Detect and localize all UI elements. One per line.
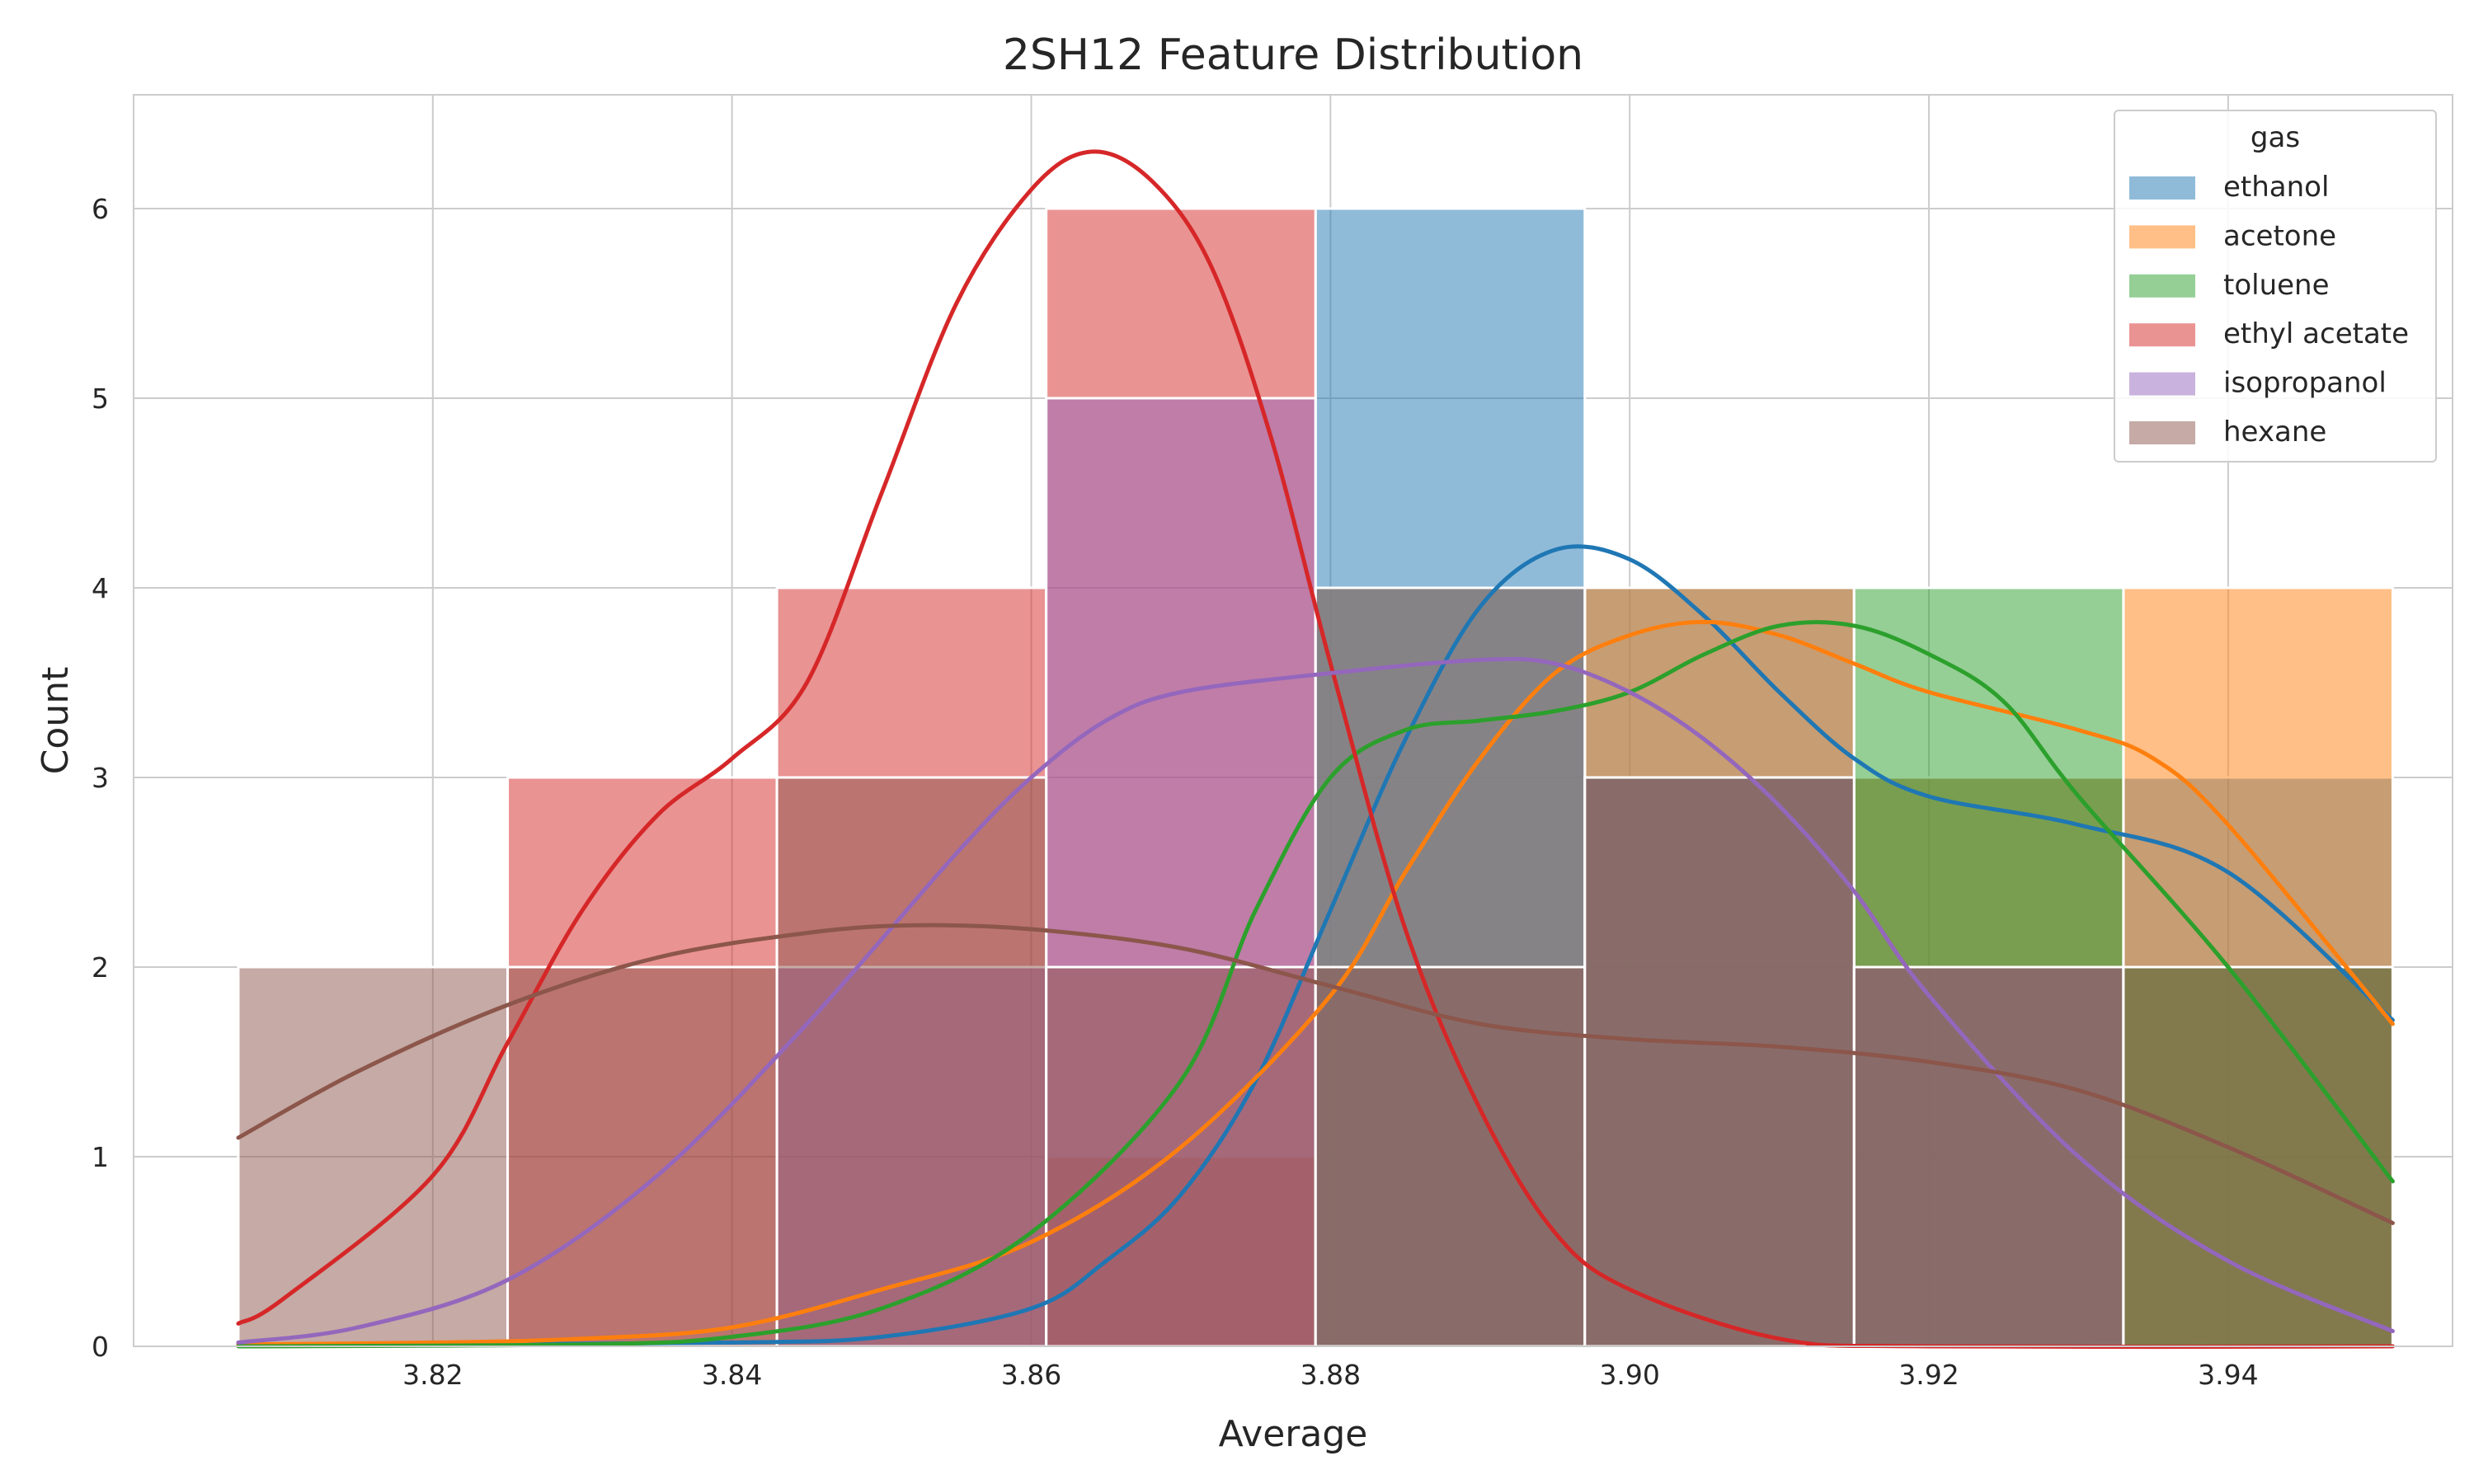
kde-curve-acetone bbox=[236, 619, 2395, 1347]
legend-entry-label: hexane bbox=[2223, 416, 2326, 448]
x-tick-label: 3.94 bbox=[2198, 1359, 2258, 1391]
y-tick-label: 0 bbox=[92, 1331, 109, 1363]
x-tick-label: 3.82 bbox=[402, 1359, 463, 1391]
y-tick-label: 4 bbox=[92, 572, 109, 604]
histogram-bar bbox=[2122, 965, 2394, 1348]
histogram-bar bbox=[1045, 965, 1317, 1348]
kde-curve-isopropanol bbox=[236, 656, 2395, 1345]
y-axis-title: Count bbox=[35, 667, 77, 775]
legend-swatch bbox=[2129, 421, 2195, 444]
legend-swatch bbox=[2129, 372, 2195, 396]
kde-curve-toluene bbox=[236, 620, 2395, 1349]
kde-curve-hexane bbox=[236, 923, 2395, 1225]
legend-entry-label: ethanol bbox=[2223, 171, 2329, 204]
histogram-bar bbox=[775, 776, 1048, 1348]
histogram-bar bbox=[1583, 776, 1856, 1348]
histogram-bar bbox=[1852, 965, 2125, 1348]
histogram-bar bbox=[237, 965, 510, 1348]
legend-entry-label: acetone bbox=[2223, 219, 2336, 252]
legend-entry-label: ethyl acetate bbox=[2223, 317, 2409, 350]
y-tick-label: 1 bbox=[92, 1141, 109, 1173]
plot-frame bbox=[133, 94, 2453, 1347]
x-tick-label: 3.86 bbox=[1001, 1359, 1061, 1391]
legend-swatch bbox=[2129, 274, 2195, 298]
y-tick-label: 5 bbox=[92, 383, 109, 415]
y-tick-label: 3 bbox=[92, 762, 109, 794]
tick-labels: 3.82 3.84 3.86 3.88 3.90 3.92 3.94 0 1 2 3 4 5 6 bbox=[92, 193, 2259, 1391]
x-axis-title: Average bbox=[1219, 1413, 1368, 1455]
x-tick-label: 3.92 bbox=[1898, 1359, 1959, 1391]
x-tick-label: 3.88 bbox=[1300, 1359, 1361, 1391]
chart-title: 2SH12 Feature Distribution bbox=[1003, 31, 1583, 80]
histogram-bar bbox=[1314, 965, 1587, 1348]
kde-curve-ethyl-acetate bbox=[236, 149, 2395, 1350]
legend-swatch bbox=[2129, 225, 2195, 249]
x-tick-label: 3.90 bbox=[1599, 1359, 1659, 1391]
legend-title: gas bbox=[2251, 121, 2300, 154]
y-tick-label: 2 bbox=[92, 951, 109, 984]
kde-curve-ethanol bbox=[236, 544, 2395, 1347]
legend-swatch bbox=[2129, 323, 2195, 347]
y-tick-label: 6 bbox=[92, 193, 109, 225]
legend-entry-label: toluene bbox=[2223, 269, 2330, 302]
x-tick-label: 3.84 bbox=[702, 1359, 762, 1391]
legend: gas ethanol acetone toluene ethyl acetate is… bbox=[2114, 110, 2437, 463]
legend-entry-label: isopropanol bbox=[2223, 367, 2387, 400]
legend-swatch bbox=[2129, 176, 2195, 200]
kde-curves bbox=[236, 149, 2395, 1350]
histogram-bar bbox=[506, 965, 778, 1348]
